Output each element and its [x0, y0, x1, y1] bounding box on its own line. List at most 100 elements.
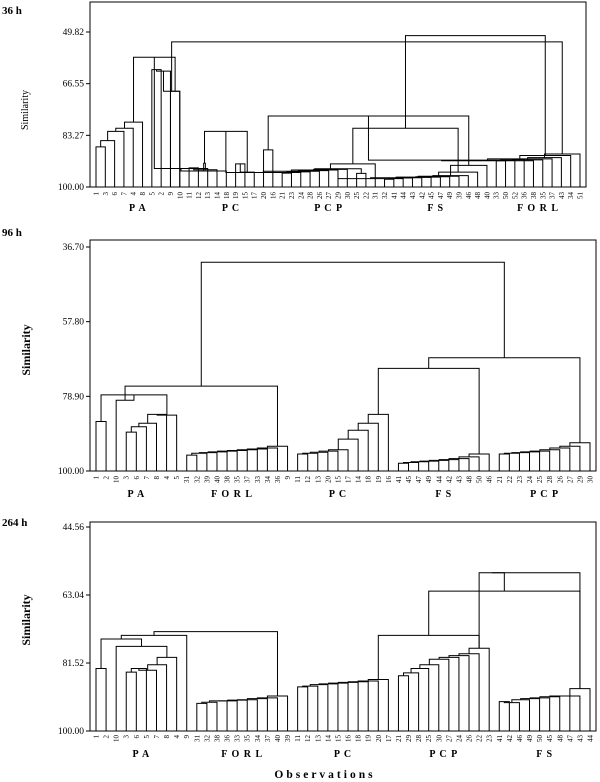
leaf-label: 52: [511, 192, 519, 200]
group-label: F O R L: [221, 749, 263, 760]
plot-frame: [89, 239, 597, 472]
dendrogram-link: [297, 453, 309, 471]
leaf-label: 39: [203, 476, 211, 484]
leaf-label: 13: [314, 476, 322, 484]
leaf-label: 9: [284, 476, 292, 480]
leaf-label: 47: [437, 192, 445, 200]
dendrogram-link: [438, 656, 460, 731]
leaf-label: 8: [139, 192, 147, 196]
leaf-label: 46: [465, 192, 473, 200]
y-tick-label: 63.04: [63, 591, 85, 601]
dendrogram-link: [95, 420, 107, 471]
dendrogram-link: [262, 170, 320, 187]
leaf-label: 18: [365, 476, 373, 484]
leaf-label: 44: [400, 192, 408, 200]
leaf-label: 28: [307, 192, 315, 200]
leaf-label: 46: [486, 476, 494, 484]
leaf-label: 37: [264, 735, 272, 743]
leaf-label: 36: [274, 476, 282, 484]
dendrogram-link: [236, 449, 258, 471]
y-tick-label: 100.00: [58, 727, 84, 737]
y-axis-label: Similarity: [19, 594, 33, 645]
leaf-label: 12: [195, 192, 203, 200]
leaf-label: 27: [566, 476, 574, 484]
dendrogram-link: [207, 451, 228, 471]
dendrogram-link: [569, 688, 591, 731]
leaf-label: 51: [577, 192, 585, 200]
leaf-label: 2: [158, 192, 166, 196]
y-axis-label: Similarity: [19, 324, 33, 375]
group-label: P C: [334, 749, 352, 760]
leaf-label: 48: [556, 735, 564, 743]
dendrogram-link: [235, 163, 246, 187]
leaf-label: 21: [395, 735, 403, 743]
leaf-label: 18: [355, 735, 363, 743]
dendrogram-link: [151, 69, 162, 187]
leaf-label: 7: [143, 476, 151, 480]
leaf-label: 30: [344, 192, 352, 200]
dendrogram-link: [377, 367, 480, 455]
dendrogram-link: [138, 422, 157, 471]
dendrogram-link: [227, 699, 248, 731]
leaf-label: 18: [223, 192, 231, 200]
leaf-label: 49: [425, 476, 433, 484]
dendrogram-link: [201, 701, 218, 731]
leaf-label: 24: [526, 476, 534, 484]
dendrogram-link: [95, 146, 106, 187]
leaf-label: 25: [425, 735, 433, 743]
leaf-label: 5: [143, 735, 151, 739]
leaf-label: 6: [133, 476, 141, 480]
group-label: P C: [222, 203, 240, 214]
leaf-label: 29: [405, 735, 413, 743]
leaf-label: 41: [390, 192, 398, 200]
leaf-label: 23: [486, 735, 494, 743]
leaf-label: 13: [204, 192, 212, 200]
group-label: P C: [329, 489, 347, 500]
leaf-label: 1: [93, 192, 101, 196]
y-tick-label: 100.00: [58, 467, 84, 477]
leaf-label: 6: [111, 192, 119, 196]
dendrogram-link: [428, 357, 581, 443]
leaf-label: 26: [556, 476, 564, 484]
dendrogram-link: [527, 157, 562, 187]
dendrogram-link: [208, 700, 228, 731]
leaf-label: 33: [493, 192, 501, 200]
dendrogram-link: [441, 160, 534, 187]
leaf-label: 9: [167, 192, 175, 196]
leaf-label: 40: [213, 476, 221, 484]
y-tick-label: 100.00: [58, 183, 84, 193]
leaf-label: 30: [587, 476, 595, 484]
leaf-label: 38: [530, 192, 538, 200]
leaf-label: 2: [103, 735, 111, 739]
y-tick-label: 78.90: [63, 392, 85, 402]
dendrogram-link: [450, 164, 488, 187]
y-axis-label: Similarity: [20, 90, 31, 130]
leaf-label: 24: [297, 192, 305, 200]
dendrogram-link: [520, 698, 541, 731]
leaf-label: 42: [445, 476, 453, 484]
leaf-label: 32: [193, 476, 201, 484]
leaf-label: 16: [385, 476, 393, 484]
leaf-label: 31: [193, 735, 201, 743]
leaf-label: 16: [345, 735, 353, 743]
leaf-label: 43: [576, 735, 584, 743]
leaf-label: 45: [546, 735, 554, 743]
leaf-label: 38: [224, 476, 232, 484]
leaf-label: 36: [224, 735, 232, 743]
dendrogram-link: [402, 462, 420, 471]
dendrogram-link: [156, 656, 178, 731]
leaf-label: 17: [251, 192, 259, 200]
dendrogram-link: [419, 460, 440, 471]
leaf-label: 4: [130, 192, 138, 196]
group-label: P A: [129, 203, 147, 214]
leaf-label: 46: [516, 735, 524, 743]
leaf-label: 22: [476, 735, 484, 743]
leaf-label: 23: [516, 476, 524, 484]
dendrogram-link: [500, 158, 525, 187]
leaf-label: 17: [345, 476, 353, 484]
dendrogram-link: [495, 160, 507, 187]
leaf-label: 28: [546, 476, 554, 484]
dendrogram-link: [402, 672, 420, 731]
